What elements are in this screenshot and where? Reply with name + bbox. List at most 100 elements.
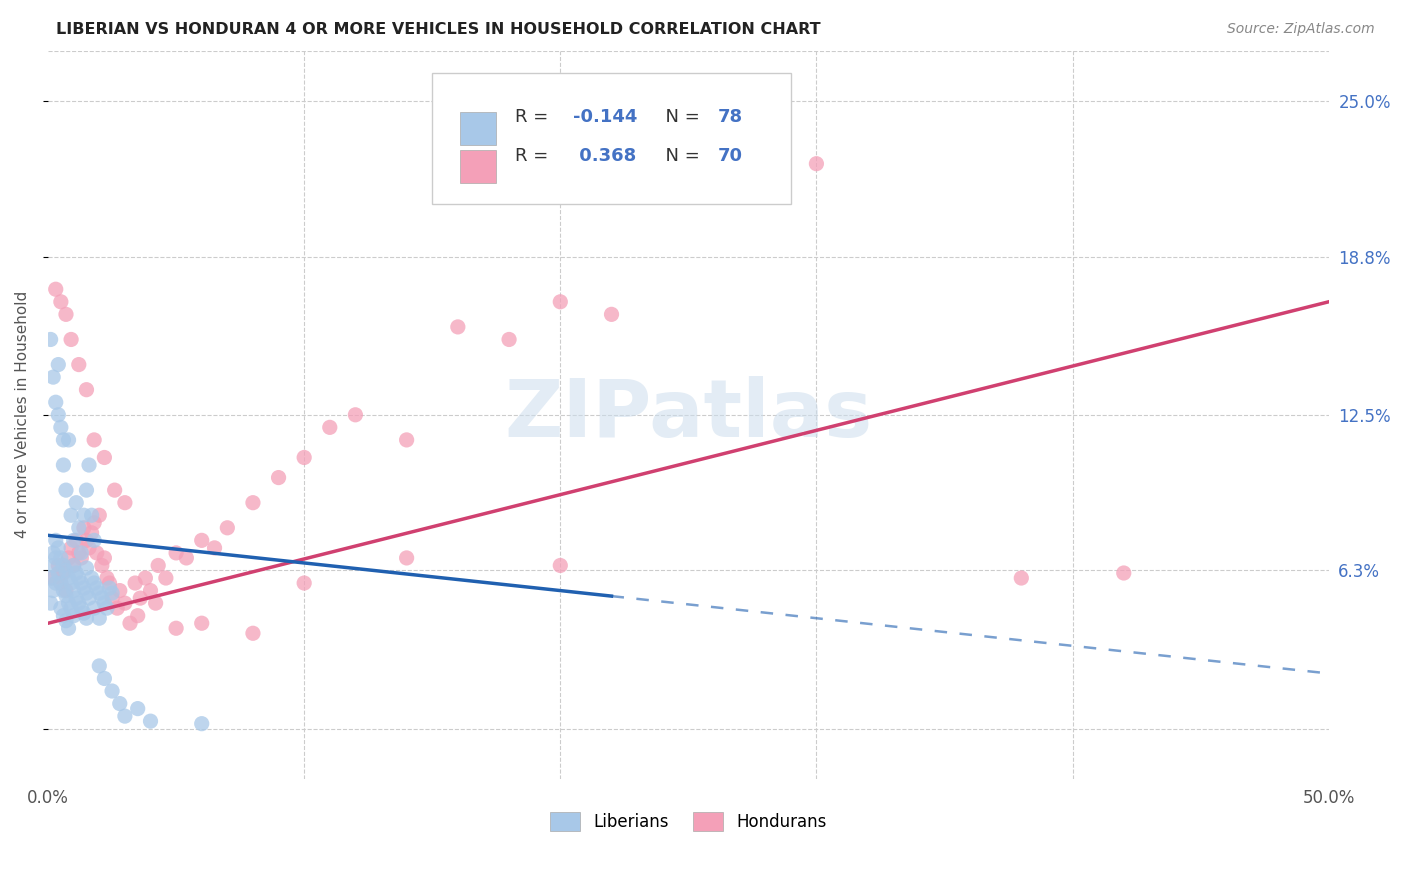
Point [292, 450, 315, 465]
Point [76, 383, 98, 397]
Point [65, 496, 87, 510]
Point [242, 626, 264, 640]
Point [70, 546, 93, 560]
Point [105, 601, 128, 615]
Point [176, 550, 198, 565]
Point [46, 541, 69, 555]
Point [39, 333, 62, 347]
Point [77, 591, 100, 606]
Point [1112, 566, 1135, 580]
Point [127, 608, 149, 623]
Bar [460, 112, 496, 145]
Point [703, 182, 725, 196]
Point [55, 564, 77, 578]
Point [42, 546, 65, 560]
Point [90, 591, 112, 606]
Point [60, 508, 83, 523]
Point [49, 420, 72, 434]
Y-axis label: 4 or more Vehicles in Household: 4 or more Vehicles in Household [15, 291, 30, 539]
Point [114, 596, 136, 610]
Point [98, 576, 121, 591]
Point [139, 714, 162, 728]
Point [90, 558, 112, 573]
Point [58, 596, 80, 610]
Point [42, 583, 65, 598]
Point [145, 596, 167, 610]
Point [83, 601, 105, 615]
Point [55, 589, 77, 603]
Point [76, 483, 98, 497]
Point [165, 546, 187, 560]
Point [1010, 571, 1032, 585]
Point [55, 583, 77, 598]
Point [67, 571, 90, 585]
Point [86, 546, 108, 560]
Point [155, 571, 177, 585]
Point [58, 550, 80, 565]
Point [39, 571, 62, 585]
Point [89, 508, 111, 523]
Point [73, 521, 96, 535]
Text: R =: R = [516, 147, 554, 165]
Point [45, 533, 67, 548]
Text: N =: N = [654, 108, 706, 126]
Point [52, 433, 75, 447]
Point [319, 420, 342, 434]
Point [93, 672, 115, 686]
Text: -0.144: -0.144 [574, 108, 637, 126]
Point [550, 558, 572, 573]
Point [52, 558, 75, 573]
Point [76, 586, 98, 600]
Point [58, 621, 80, 635]
Point [217, 521, 239, 535]
Point [46, 408, 69, 422]
Point [67, 358, 90, 372]
Point [52, 583, 75, 598]
Point [96, 601, 118, 615]
Point [104, 483, 127, 497]
Point [67, 546, 90, 560]
Point [600, 307, 623, 321]
Point [45, 550, 67, 565]
Point [70, 550, 93, 565]
Point [80, 571, 103, 585]
Point [42, 558, 65, 573]
Point [83, 516, 105, 530]
Point [550, 294, 572, 309]
Text: LIBERIAN VS HONDURAN 4 OR MORE VEHICLES IN HOUSEHOLD CORRELATION CHART: LIBERIAN VS HONDURAN 4 OR MORE VEHICLES … [56, 22, 821, 37]
Point [62, 558, 84, 573]
Point [344, 408, 367, 422]
Text: N =: N = [654, 147, 706, 165]
Point [62, 583, 84, 598]
Point [45, 395, 67, 409]
Point [65, 591, 87, 606]
Point [93, 550, 115, 565]
Point [134, 571, 156, 585]
Point [395, 550, 418, 565]
Bar [460, 150, 496, 183]
Point [49, 550, 72, 565]
Point [83, 433, 105, 447]
Point [114, 709, 136, 723]
Point [45, 282, 67, 296]
Point [52, 566, 75, 580]
Text: 78: 78 [718, 108, 742, 126]
Point [118, 616, 141, 631]
Text: R =: R = [516, 108, 554, 126]
Point [39, 596, 62, 610]
Point [55, 483, 77, 497]
Point [42, 370, 65, 384]
Point [83, 576, 105, 591]
Point [108, 583, 131, 598]
Point [73, 606, 96, 620]
Point [60, 333, 83, 347]
Text: 70: 70 [718, 147, 742, 165]
Point [65, 566, 87, 580]
Point [70, 601, 93, 615]
Point [83, 533, 105, 548]
Point [127, 701, 149, 715]
Point [89, 586, 111, 600]
Point [58, 433, 80, 447]
Point [73, 581, 96, 595]
Point [93, 596, 115, 610]
